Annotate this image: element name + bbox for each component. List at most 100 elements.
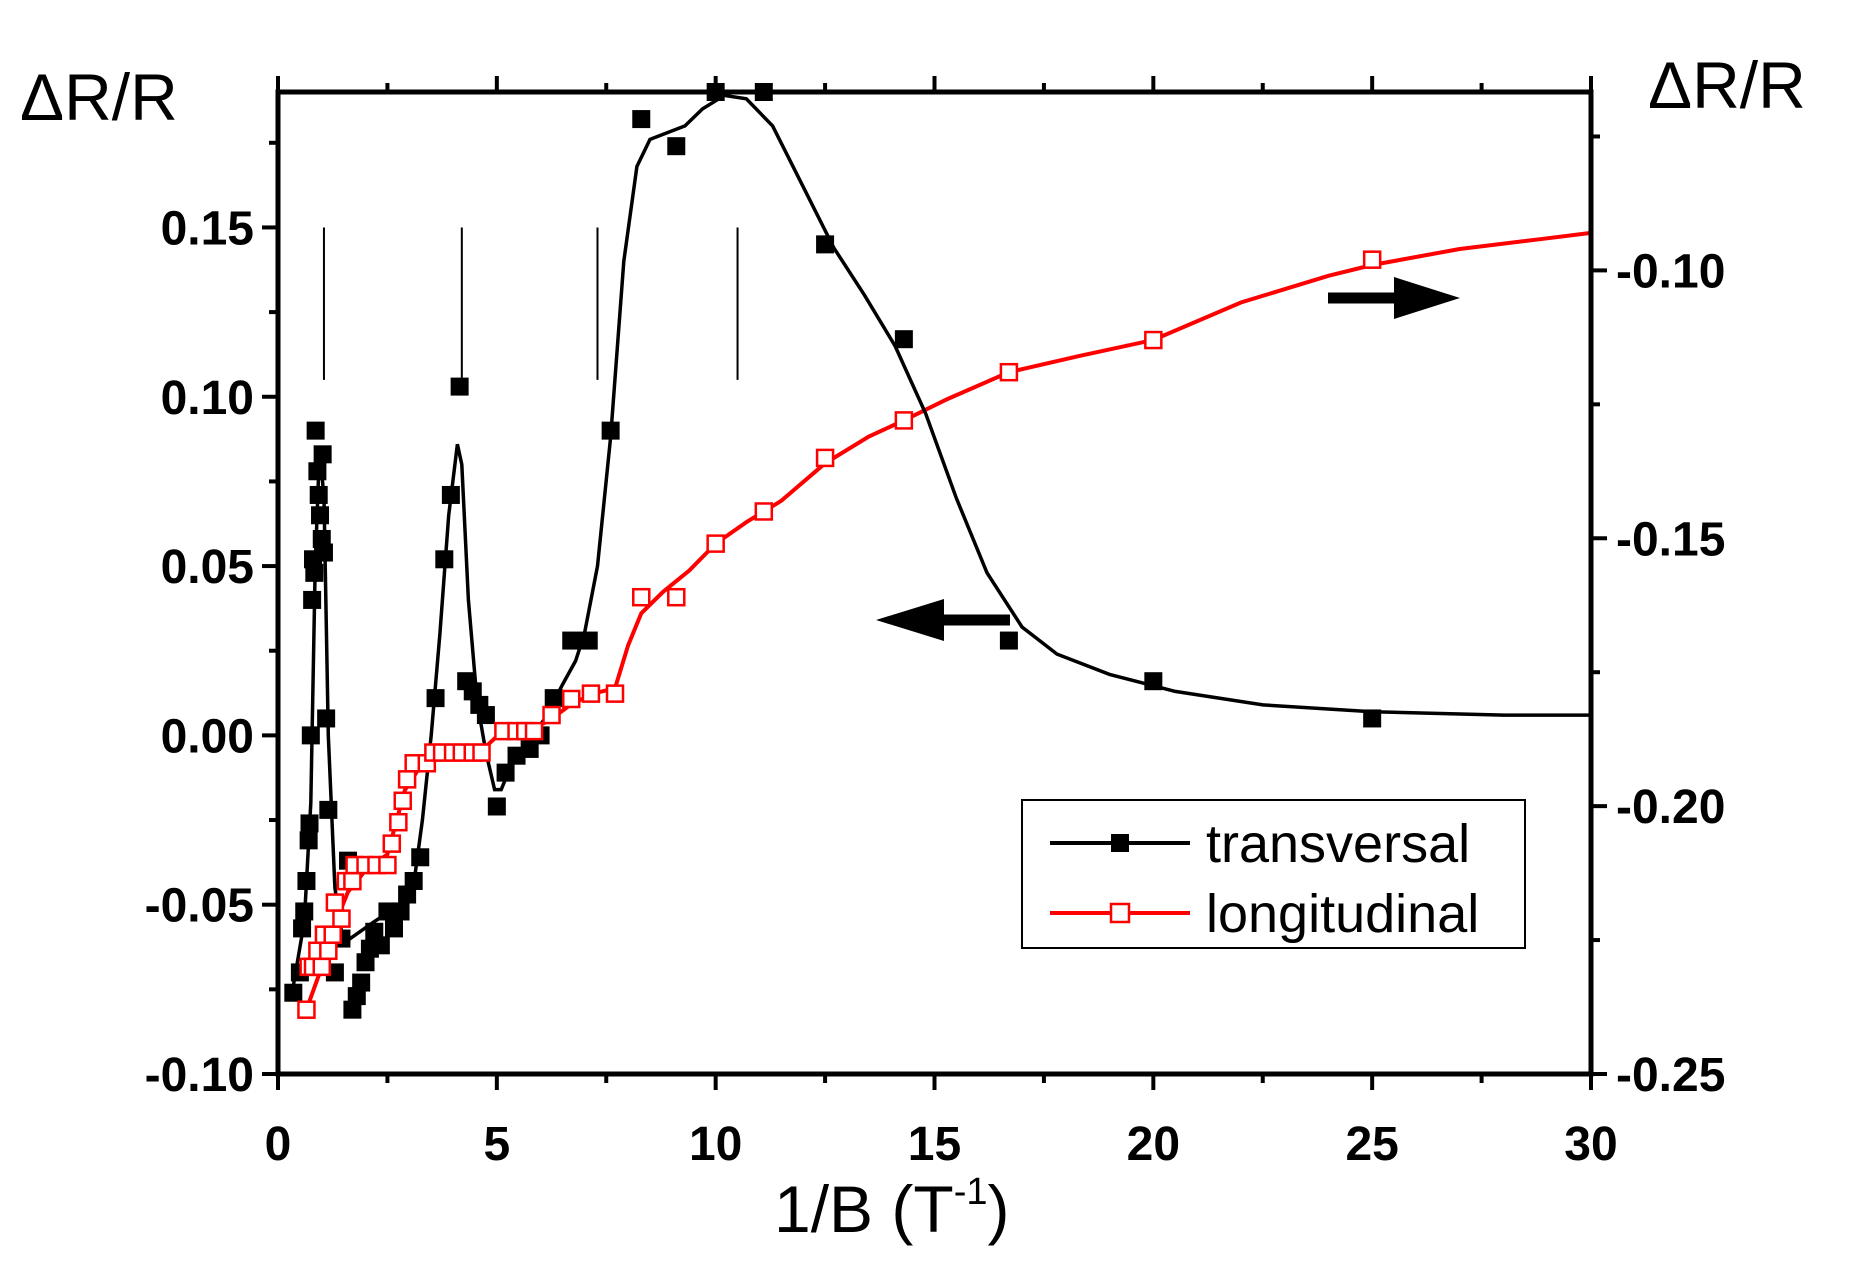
y-left-tick-labels: -0.10 -0.05 0.00 0.05 0.10 0.15 <box>145 202 254 1102</box>
longitudinal-point-19 <box>397 770 417 789</box>
longitudinal-point-16 <box>382 834 402 853</box>
transversal-point-45 <box>496 763 515 782</box>
x-axis-title-close: ) <box>988 1172 1010 1246</box>
transversal-point-14 <box>311 506 330 525</box>
longitudinal-point-37 <box>667 587 686 607</box>
legend-marker-longitudinal <box>1109 902 1131 924</box>
transversal-point-26 <box>356 953 375 972</box>
transversal-point-12 <box>308 462 327 481</box>
longitudinal-point-42 <box>999 362 1019 382</box>
longitudinal-point-44 <box>1362 250 1382 269</box>
transversal-point-0 <box>284 983 303 1002</box>
longitudinal-point-41 <box>894 411 914 430</box>
vertical-marker-lines <box>322 227 739 380</box>
transversal-point-3 <box>295 902 314 921</box>
legend: transversal longitudinal <box>1021 799 1526 949</box>
transversal-point-35 <box>411 848 430 867</box>
longitudinal-point-43 <box>1144 330 1163 350</box>
transversal-point-6 <box>300 814 319 833</box>
longitudinal-point-6 <box>319 941 338 961</box>
longitudinal-point-17 <box>389 812 408 832</box>
transversal-point-29 <box>371 936 390 955</box>
transversal-point-10 <box>305 563 324 582</box>
y-left-axis-title: ΔR/R <box>20 60 178 134</box>
transversal-fit-curve <box>291 93 1591 987</box>
longitudinal-point-27 <box>472 743 491 762</box>
transversal-point-33 <box>398 885 417 904</box>
longitudinal-markers <box>297 250 1382 1019</box>
y-left-tick-label-3: 0.05 <box>161 541 254 594</box>
longitudinal-point-8 <box>325 893 345 912</box>
transversal-point-31 <box>384 919 403 938</box>
y-right-tick-label-1: -0.20 <box>1616 781 1725 834</box>
x-tick-label-6: 30 <box>1564 1118 1617 1171</box>
transversal-point-52 <box>601 421 620 440</box>
transversal-point-18 <box>317 709 336 728</box>
y-left-tick-label-0: -0.10 <box>145 1049 254 1102</box>
transversal-point-57 <box>816 235 835 254</box>
longitudinal-point-38 <box>706 534 725 553</box>
transversal-point-19 <box>319 800 338 819</box>
transversal-point-16 <box>313 445 332 464</box>
longitudinal-point-4 <box>312 957 332 977</box>
transversal-point-51 <box>579 631 598 650</box>
x-tick-label-1: 5 <box>483 1118 510 1171</box>
transversal-point-13 <box>309 485 328 504</box>
transversal-point-17 <box>314 543 333 562</box>
transversal-point-39 <box>450 377 469 396</box>
longitudinal-point-31 <box>524 721 544 741</box>
longitudinal-point-15 <box>378 855 397 875</box>
legend-label-longitudinal: longitudinal <box>1206 884 1479 944</box>
axis-ticks <box>262 76 1607 1090</box>
x-tick-label-0: 0 <box>265 1118 292 1171</box>
transversal-point-4 <box>297 871 316 890</box>
longitudinal-point-7 <box>323 925 342 944</box>
transversal-point-58 <box>894 330 913 349</box>
y-left-tick-label-1: -0.05 <box>145 880 254 933</box>
x-tick-label-5: 25 <box>1345 1118 1398 1171</box>
y-left-tick-label-5: 0.15 <box>161 202 254 255</box>
legend-box <box>1021 799 1526 949</box>
x-axis-title-superscript: -1 <box>954 1171 988 1213</box>
x-tick-label-3: 15 <box>908 1118 961 1171</box>
longitudinal-point-40 <box>815 448 835 468</box>
transversal-point-43 <box>476 706 495 725</box>
longitudinal-point-34 <box>581 684 601 703</box>
transversal-point-5 <box>299 831 318 850</box>
transversal-point-11 <box>306 421 325 440</box>
y-left-tick-label-4: 0.10 <box>161 372 254 425</box>
longitudinal-point-39 <box>754 502 774 521</box>
transversal-point-41 <box>463 682 482 701</box>
transversal-point-47 <box>520 739 539 758</box>
longitudinal-point-11 <box>343 871 362 891</box>
legend-entry-transversal: transversal <box>1050 814 1470 874</box>
transversal-point-2 <box>293 919 312 938</box>
transversal-point-15 <box>312 529 331 548</box>
x-tick-label-4: 20 <box>1127 1118 1180 1171</box>
x-axis-title-main: 1/B (T <box>774 1172 954 1246</box>
y-right-axis-title: ΔR/R <box>1648 48 1806 122</box>
longitudinal-point-32 <box>542 705 561 725</box>
y-left-tick-label-2: 0.00 <box>161 710 254 763</box>
legend-label-transversal: transversal <box>1206 814 1470 874</box>
longitudinal-point-18 <box>393 791 412 811</box>
longitudinal-point-33 <box>561 689 581 709</box>
transversal-point-28 <box>365 922 384 941</box>
transversal-point-44 <box>487 797 506 816</box>
transversal-point-24 <box>347 987 366 1006</box>
y-right-tick-label-2: -0.15 <box>1616 513 1725 566</box>
y-right-tick-labels: -0.25 -0.20 -0.15 -0.10 <box>1616 245 1725 1102</box>
legend-entry-longitudinal: longitudinal <box>1050 884 1479 944</box>
transversal-point-25 <box>352 973 371 992</box>
transversal-point-7 <box>301 726 320 745</box>
x-axis-title: 1/B (T-1) <box>774 1171 1009 1246</box>
x-tick-labels: 0 5 10 15 20 25 30 <box>265 1118 1618 1171</box>
transversal-point-23 <box>343 1000 362 1019</box>
transversal-point-38 <box>441 485 460 504</box>
y-right-tick-label-0: -0.25 <box>1616 1049 1725 1102</box>
transversal-point-50 <box>562 631 581 650</box>
transversal-point-54 <box>667 137 686 156</box>
longitudinal-point-0 <box>297 1000 316 1019</box>
